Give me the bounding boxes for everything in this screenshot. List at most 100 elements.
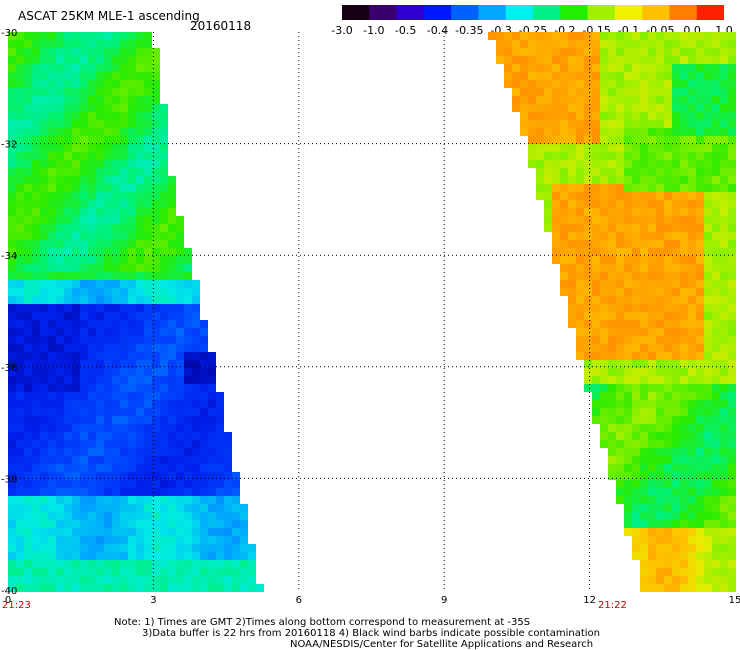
swath-cell bbox=[624, 376, 632, 384]
swath-cell bbox=[72, 552, 80, 560]
swath-cell bbox=[600, 264, 608, 272]
swath-cell bbox=[696, 136, 704, 144]
swath-cell bbox=[56, 576, 64, 584]
swath-cell bbox=[664, 280, 672, 288]
swath-cell bbox=[8, 368, 16, 376]
swath-cell bbox=[56, 200, 64, 208]
swath-cell bbox=[96, 488, 104, 496]
swath-cell bbox=[640, 488, 648, 496]
swath-cell bbox=[192, 416, 200, 424]
swath-cell bbox=[672, 552, 680, 560]
swath-cell bbox=[584, 264, 592, 272]
swath-cell bbox=[96, 440, 104, 448]
swath-cell bbox=[592, 112, 600, 120]
swath-cell bbox=[720, 480, 728, 488]
swath-cell bbox=[104, 64, 112, 72]
swath-cell bbox=[720, 432, 728, 440]
swath-cell bbox=[152, 256, 160, 264]
swath-cell bbox=[96, 576, 104, 584]
swath-cell bbox=[168, 240, 176, 248]
swath-cell bbox=[712, 384, 720, 392]
swath-cell bbox=[728, 200, 736, 208]
swath-cell bbox=[704, 456, 712, 464]
swath-cell bbox=[696, 280, 704, 288]
swath-cell bbox=[696, 80, 704, 88]
swath-cell bbox=[576, 176, 584, 184]
swath-cell bbox=[552, 176, 560, 184]
swath-cell bbox=[120, 40, 128, 48]
swath-cell bbox=[72, 424, 80, 432]
swath-cell bbox=[128, 192, 136, 200]
swath-cell bbox=[680, 312, 688, 320]
swath-cell bbox=[600, 168, 608, 176]
swath-cell bbox=[80, 480, 88, 488]
swath-cell bbox=[168, 176, 176, 184]
swath-cell bbox=[608, 264, 616, 272]
swath-cell bbox=[656, 192, 664, 200]
swath-cell bbox=[72, 400, 80, 408]
swath-cell bbox=[184, 424, 192, 432]
swath-cell bbox=[680, 280, 688, 288]
swath-cell bbox=[648, 96, 656, 104]
swath-cell bbox=[16, 560, 24, 568]
swath-cell bbox=[544, 160, 552, 168]
swath-cell bbox=[728, 544, 736, 552]
swath-cell bbox=[224, 552, 232, 560]
swath-cell bbox=[240, 552, 248, 560]
swath-cell bbox=[664, 72, 672, 80]
swath-cell bbox=[224, 432, 232, 440]
swath-cell bbox=[688, 472, 696, 480]
swath-cell bbox=[120, 336, 128, 344]
swath-cell bbox=[24, 48, 32, 56]
swath-cell bbox=[696, 104, 704, 112]
swath-cell bbox=[184, 496, 192, 504]
swath-cell bbox=[200, 448, 208, 456]
swath-cell bbox=[608, 304, 616, 312]
swath-cell bbox=[96, 208, 104, 216]
swath-cell bbox=[680, 432, 688, 440]
swath-cell bbox=[680, 456, 688, 464]
swath-cell bbox=[136, 296, 144, 304]
swath-cell bbox=[640, 136, 648, 144]
swath-cell bbox=[584, 112, 592, 120]
swath-cell bbox=[696, 568, 704, 576]
swath-cell bbox=[8, 40, 16, 48]
swath-cell bbox=[16, 184, 24, 192]
swath-cell bbox=[40, 344, 48, 352]
swath-cell bbox=[704, 32, 712, 40]
swath-cell bbox=[592, 160, 600, 168]
swath-cell bbox=[560, 280, 568, 288]
swath-cell bbox=[632, 536, 640, 544]
swath-cell bbox=[512, 32, 520, 40]
swath-cell bbox=[664, 456, 672, 464]
swath-cell bbox=[136, 160, 144, 168]
swath-cell bbox=[680, 208, 688, 216]
swath-cell bbox=[16, 320, 24, 328]
swath-cell bbox=[192, 296, 200, 304]
swath-cell bbox=[40, 232, 48, 240]
swath-cell bbox=[144, 504, 152, 512]
swath-cell bbox=[216, 504, 224, 512]
swath-cell bbox=[208, 472, 216, 480]
swath-cell bbox=[688, 584, 696, 592]
swath-cell bbox=[544, 152, 552, 160]
swath-cell bbox=[80, 312, 88, 320]
swath-cell bbox=[624, 56, 632, 64]
swath-cell bbox=[680, 576, 688, 584]
swath-cell bbox=[32, 520, 40, 528]
swath-cell bbox=[88, 424, 96, 432]
swath-cell bbox=[688, 344, 696, 352]
swath-cell bbox=[576, 168, 584, 176]
swath-cell bbox=[160, 368, 168, 376]
swath-cell bbox=[616, 440, 624, 448]
swath-cell bbox=[720, 96, 728, 104]
swath-cell bbox=[144, 216, 152, 224]
swath-cell bbox=[104, 224, 112, 232]
swath-cell bbox=[520, 88, 528, 96]
swath-cell bbox=[624, 272, 632, 280]
swath-cell bbox=[640, 520, 648, 528]
swath-cell bbox=[96, 304, 104, 312]
swath-cell bbox=[64, 392, 72, 400]
swath-cell bbox=[24, 176, 32, 184]
swath-cell bbox=[592, 256, 600, 264]
